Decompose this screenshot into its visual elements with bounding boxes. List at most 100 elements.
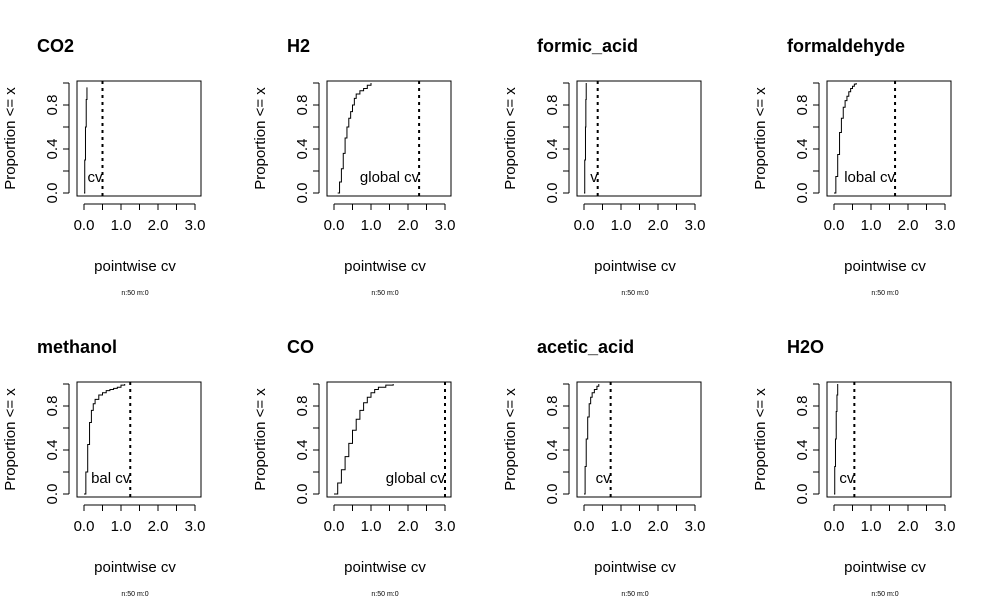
y-tick-label: 0.8 bbox=[544, 95, 561, 116]
y-tick-label: 0.0 bbox=[794, 484, 811, 505]
panel-co2: CO2 0.0 1.0 2.0 3.0 0.0 0.4 0.8 pointwise cv Prop… bbox=[2, 36, 205, 297]
panel-h2o: H2O 0.0 1.0 2.0 3.0 0.0 0.4 0.8 pointwise cv Prop… bbox=[752, 337, 955, 598]
plot-frame bbox=[576, 381, 702, 498]
x-tick-label: 0.0 bbox=[324, 518, 345, 535]
plot-frame bbox=[76, 381, 202, 498]
x-tick-label: 2.0 bbox=[648, 518, 669, 535]
y-tick-label: 0.8 bbox=[44, 95, 61, 116]
global-cv-label: v bbox=[590, 169, 598, 186]
panel-h2: H2 0.0 1.0 2.0 3.0 0.0 0.4 0.8 pointwise cv Propo… bbox=[252, 36, 455, 297]
y-axis-label: Proportion <= x bbox=[2, 388, 19, 491]
ecdf-line bbox=[584, 83, 587, 194]
y-tick-label: 0.0 bbox=[294, 484, 311, 505]
y-tick-label: 0.0 bbox=[44, 484, 61, 505]
x-tick-label: 0.0 bbox=[574, 518, 595, 535]
x-axis-label: pointwise cv bbox=[594, 559, 676, 576]
panel-title: CO bbox=[287, 337, 314, 357]
x-axis-label: pointwise cv bbox=[844, 559, 926, 576]
panel-title: formaldehyde bbox=[787, 36, 905, 56]
panel-title: CO2 bbox=[37, 36, 74, 56]
y-tick-label: 0.4 bbox=[294, 139, 311, 160]
x-tick-label: 0.0 bbox=[324, 217, 345, 234]
ecdf-line bbox=[334, 384, 394, 495]
x-tick-label: 0.0 bbox=[574, 217, 595, 234]
y-tick-label: 0.0 bbox=[544, 484, 561, 505]
global-cv-label: global cv bbox=[360, 169, 420, 186]
x-axis-label: pointwise cv bbox=[844, 258, 926, 275]
panel-subtitle: n:50 m:0 bbox=[621, 290, 648, 297]
y-axis-label: Proportion <= x bbox=[502, 388, 519, 491]
panel-methanol: methanol 0.0 1.0 2.0 3.0 0.0 0.4 0.8 pointwise c… bbox=[2, 337, 205, 598]
plot-frame bbox=[826, 381, 952, 498]
global-cv-label: cv bbox=[88, 169, 104, 186]
plot-frame bbox=[576, 80, 702, 197]
y-tick-label: 0.0 bbox=[44, 183, 61, 204]
x-tick-label: 1.0 bbox=[111, 217, 132, 234]
x-tick-label: 2.0 bbox=[648, 217, 669, 234]
panel-title: H2 bbox=[287, 36, 310, 56]
global-cv-label: cv bbox=[839, 470, 855, 487]
y-axis-label: Proportion <= x bbox=[2, 87, 19, 190]
y-tick-label: 0.8 bbox=[544, 396, 561, 417]
y-tick-label: 0.4 bbox=[794, 139, 811, 160]
y-axis-label: Proportion <= x bbox=[752, 87, 769, 190]
panel-subtitle: n:50 m:0 bbox=[121, 290, 148, 297]
x-axis-label: pointwise cv bbox=[344, 559, 426, 576]
global-cv-label: lobal cv bbox=[844, 169, 895, 186]
x-tick-label: 1.0 bbox=[111, 518, 132, 535]
y-tick-label: 0.0 bbox=[294, 183, 311, 204]
x-tick-label: 3.0 bbox=[935, 217, 956, 234]
panel-title: methanol bbox=[37, 337, 117, 357]
y-tick-label: 0.8 bbox=[794, 95, 811, 116]
x-axis-label: pointwise cv bbox=[94, 559, 176, 576]
x-tick-label: 2.0 bbox=[898, 217, 919, 234]
y-tick-label: 0.8 bbox=[794, 396, 811, 417]
x-tick-label: 3.0 bbox=[185, 518, 206, 535]
x-tick-label: 1.0 bbox=[861, 217, 882, 234]
x-tick-label: 1.0 bbox=[361, 217, 382, 234]
x-tick-label: 3.0 bbox=[935, 518, 956, 535]
y-axis-label: Proportion <= x bbox=[752, 388, 769, 491]
x-tick-label: 3.0 bbox=[685, 518, 706, 535]
x-tick-label: 1.0 bbox=[361, 518, 382, 535]
ecdf-line bbox=[84, 384, 126, 495]
x-tick-label: 2.0 bbox=[148, 518, 169, 535]
ecdf-line bbox=[84, 87, 88, 194]
x-tick-label: 3.0 bbox=[685, 217, 706, 234]
ecdf-line bbox=[834, 384, 839, 495]
x-tick-label: 2.0 bbox=[398, 518, 419, 535]
y-tick-label: 0.8 bbox=[294, 396, 311, 417]
panel-acetic-acid: acetic_acid 0.0 1.0 2.0 3.0 0.0 0.4 0.8 pointwis… bbox=[502, 337, 705, 598]
plot-frame bbox=[76, 80, 202, 197]
ecdf-line bbox=[337, 83, 372, 194]
y-axis-label: Proportion <= x bbox=[502, 87, 519, 190]
y-tick-label: 0.4 bbox=[794, 440, 811, 461]
x-tick-label: 2.0 bbox=[398, 217, 419, 234]
plot-frame bbox=[826, 80, 952, 197]
panel-formic-acid: formic_acid 0.0 1.0 2.0 3.0 0.0 0.4 0.8 pointwis… bbox=[502, 36, 705, 297]
x-tick-label: 0.0 bbox=[74, 217, 95, 234]
panel-subtitle: n:50 m:0 bbox=[871, 591, 898, 598]
x-tick-label: 2.0 bbox=[898, 518, 919, 535]
ecdf-line bbox=[584, 384, 600, 495]
y-tick-label: 0.4 bbox=[294, 440, 311, 461]
panel-title: acetic_acid bbox=[537, 337, 634, 357]
panel-subtitle: n:50 m:0 bbox=[121, 591, 148, 598]
y-tick-label: 0.0 bbox=[544, 183, 561, 204]
panel-formaldehyde: formaldehyde 0.0 1.0 2.0 3.0 0.0 0.4 0.8 pointwi… bbox=[752, 36, 955, 297]
panel-subtitle: n:50 m:0 bbox=[371, 290, 398, 297]
y-tick-label: 0.4 bbox=[44, 139, 61, 160]
panel-subtitle: n:50 m:0 bbox=[371, 591, 398, 598]
global-cv-label: cv bbox=[596, 470, 612, 487]
y-axis-label: Proportion <= x bbox=[252, 388, 269, 491]
panel-co: CO 0.0 1.0 2.0 3.0 0.0 0.4 0.8 pointwise cv Propo… bbox=[252, 337, 455, 598]
x-tick-label: 1.0 bbox=[611, 217, 632, 234]
panel-title: formic_acid bbox=[537, 36, 638, 56]
panel-title: H2O bbox=[787, 337, 824, 357]
y-tick-label: 0.8 bbox=[44, 396, 61, 417]
x-tick-label: 1.0 bbox=[861, 518, 882, 535]
x-tick-label: 0.0 bbox=[824, 518, 845, 535]
x-tick-label: 3.0 bbox=[435, 217, 456, 234]
y-axis-label: Proportion <= x bbox=[252, 87, 269, 190]
